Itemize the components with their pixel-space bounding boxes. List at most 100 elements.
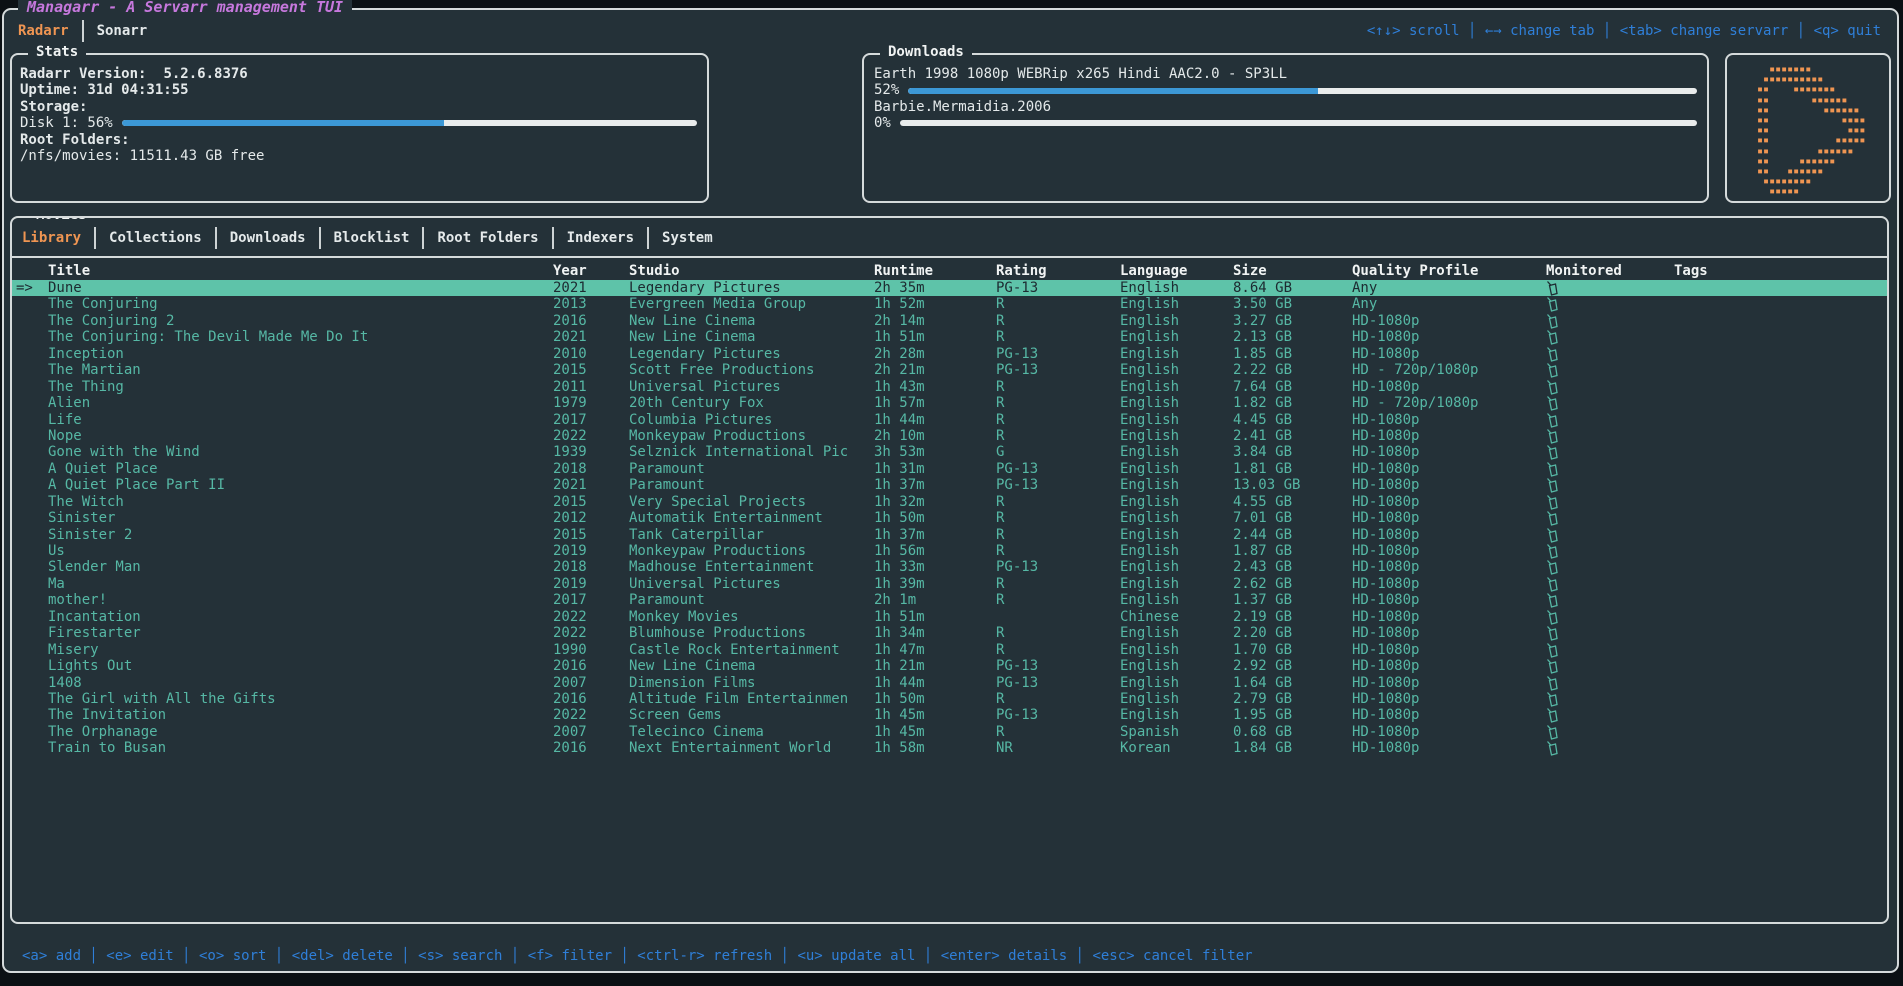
disk-usage-gauge (121, 120, 697, 127)
cell-year: 2022 (553, 625, 587, 642)
cell-monitored (1546, 280, 1674, 296)
tab-blocklist[interactable]: Blocklist (333, 230, 410, 246)
stats-panel: Stats Radarr Version: 5.2.6.8376 Uptime:… (10, 44, 709, 203)
table-row[interactable]: Us 2019 Monkeypaw Productions 1h 56m R E… (12, 543, 1887, 559)
table-row[interactable]: mother! 2017 Paramount 2h 1m R English 1… (12, 592, 1887, 608)
table-row[interactable]: The Martian 2015 Scott Free Productions … (12, 362, 1887, 378)
cell-language: English (1120, 280, 1180, 296)
servarr-tab-sonarr[interactable]: Sonarr (96, 23, 148, 39)
bookmark-icon (1547, 330, 1558, 346)
cell-runtime: 1h 44m (874, 411, 925, 428)
bookmark-icon (1547, 675, 1558, 691)
table-row[interactable]: Misery 1990 Castle Rock Entertainment 1h… (12, 642, 1887, 658)
cell-runtime: 1h 37m (874, 477, 925, 494)
cell-rating: R (996, 575, 1005, 592)
servarr-tabs: Radarr Sonarr (18, 20, 147, 42)
cell-title: A Quiet Place Part II (48, 477, 226, 494)
table-row[interactable]: A Quiet Place Part II 2021 Paramount 1h … (12, 477, 1887, 493)
cell-size: 1.85 GB (1233, 345, 1293, 362)
cell-runtime: 1h 57m (874, 395, 925, 412)
cell-monitored (1546, 691, 1674, 707)
cell-quality-profile: HD-1080p (1352, 658, 1420, 675)
version-value: 5.2.6.8376 (163, 66, 248, 82)
cell-studio: Blumhouse Productions (629, 625, 807, 642)
table-row[interactable]: Alien 1979 20th Century Fox 1h 57m R Eng… (12, 395, 1887, 411)
cell-runtime: 1h 31m (874, 460, 925, 477)
cell-size: 2.43 GB (1233, 559, 1293, 576)
table-row[interactable]: Life 2017 Columbia Pictures 1h 44m R Eng… (12, 412, 1887, 428)
cell-title: The Orphanage (48, 723, 158, 740)
table-row[interactable]: The Thing 2011 Universal Pictures 1h 43m… (12, 379, 1887, 395)
cell-monitored (1546, 412, 1674, 428)
cell-rating: PG-13 (996, 280, 1039, 296)
tab-system[interactable]: System (662, 230, 713, 246)
cell-year: 1979 (553, 395, 587, 412)
table-row[interactable]: Ma 2019 Universal Pictures 1h 39m R Engl… (12, 576, 1887, 592)
cell-quality-profile: HD-1080p (1352, 690, 1420, 707)
cell-runtime: 2h 10m (874, 427, 925, 444)
cell-rating: PG-13 (996, 658, 1039, 675)
cell-quality-profile: HD-1080p (1352, 510, 1420, 527)
table-row[interactable]: Incantation 2022 Monkey Movies 1h 51m Ch… (12, 609, 1887, 625)
servarr-tab-radarr[interactable]: Radarr (18, 23, 69, 39)
cell-quality-profile: HD-1080p (1352, 575, 1420, 592)
table-row[interactable]: => Dune 2021 Legendary Pictures 2h 35m P… (12, 280, 1887, 297)
bookmark-icon (1547, 560, 1558, 576)
cell-title: Inception (48, 345, 124, 362)
cell-quality-profile: HD-1080p (1352, 526, 1420, 543)
table-row[interactable]: A Quiet Place 2018 Paramount 1h 31m PG-1… (12, 461, 1887, 477)
cell-rating: R (996, 427, 1005, 444)
cell-title: Firestarter (48, 625, 141, 642)
table-row[interactable]: Lights Out 2016 New Line Cinema 1h 21m P… (12, 658, 1887, 674)
table-row[interactable]: The Orphanage 2007 Telecinco Cinema 1h 4… (12, 724, 1887, 740)
cell-monitored (1546, 379, 1674, 395)
table-row[interactable]: Firestarter 2022 Blumhouse Productions 1… (12, 625, 1887, 641)
cell-size: 1.81 GB (1233, 460, 1293, 477)
cell-studio: New Line Cinema (629, 658, 756, 675)
table-row[interactable]: Nope 2022 Monkeypaw Productions 2h 10m R… (12, 428, 1887, 444)
tab-downloads[interactable]: Downloads (229, 230, 306, 246)
download-gauge (908, 87, 1697, 94)
cell-year: 2007 (553, 723, 587, 740)
table-row[interactable]: Sinister 2 2015 Tank Caterpillar 1h 37m … (12, 527, 1887, 543)
cell-title: Lights Out (48, 658, 133, 675)
cell-monitored (1546, 329, 1674, 346)
movies-panel-title: Movies (28, 218, 95, 223)
selection-marker (14, 642, 48, 658)
table-row[interactable]: The Invitation 2022 Screen Gems 1h 45m P… (12, 707, 1887, 723)
bookmark-icon (1547, 445, 1558, 461)
bookmark-icon (1547, 478, 1558, 494)
table-row[interactable]: The Conjuring: The Devil Made Me Do It 2… (12, 329, 1887, 345)
cell-year: 2016 (553, 312, 587, 329)
cell-title: Ma (48, 575, 65, 592)
cell-quality-profile: HD-1080p (1352, 345, 1420, 362)
table-row[interactable]: Train to Busan 2016 Next Entertainment W… (12, 740, 1887, 756)
selection-marker (14, 362, 48, 378)
table-row[interactable]: The Conjuring 2 2016 New Line Cinema 2h … (12, 313, 1887, 329)
cell-size: 1.84 GB (1233, 740, 1293, 757)
table-row[interactable]: Gone with the Wind 1939 Selznick Interna… (12, 444, 1887, 460)
cell-monitored (1546, 559, 1674, 576)
tab-indexers[interactable]: Indexers (566, 230, 635, 246)
bookmark-icon (1547, 659, 1558, 674)
table-row[interactable]: Slender Man 2018 Madhouse Entertainment … (12, 559, 1887, 575)
cell-language: English (1120, 411, 1180, 428)
root-folder-value: /nfs/movies: 11511.43 GB free (20, 147, 265, 164)
cell-tags (1674, 658, 1887, 674)
table-row[interactable]: Sinister 2012 Automatik Entertainment 1h… (12, 510, 1887, 526)
cell-quality-profile: HD-1080p (1352, 444, 1420, 461)
bookmark-icon (1547, 281, 1558, 296)
table-row[interactable]: 1408 2007 Dimension Films 1h 44m PG-13 E… (12, 675, 1887, 691)
tab-root-folders[interactable]: Root Folders (437, 230, 539, 246)
bookmark-icon (1547, 363, 1558, 378)
bottom-keybindings: <a> add │ <e> edit │ <o> sort │ <del> de… (22, 948, 1253, 964)
table-row[interactable]: The Girl with All the Gifts 2016 Altitud… (12, 691, 1887, 707)
table-row[interactable]: The Witch 2015 Very Special Projects 1h … (12, 494, 1887, 510)
cell-tags (1674, 461, 1887, 477)
tab-library[interactable]: Library (22, 230, 82, 246)
table-row[interactable]: The Conjuring 2013 Evergreen Media Group… (12, 296, 1887, 312)
tab-collections[interactable]: Collections (109, 230, 202, 246)
table-row[interactable]: Inception 2010 Legendary Pictures 2h 28m… (12, 346, 1887, 362)
selection-marker (14, 395, 48, 411)
selection-marker (14, 313, 48, 329)
